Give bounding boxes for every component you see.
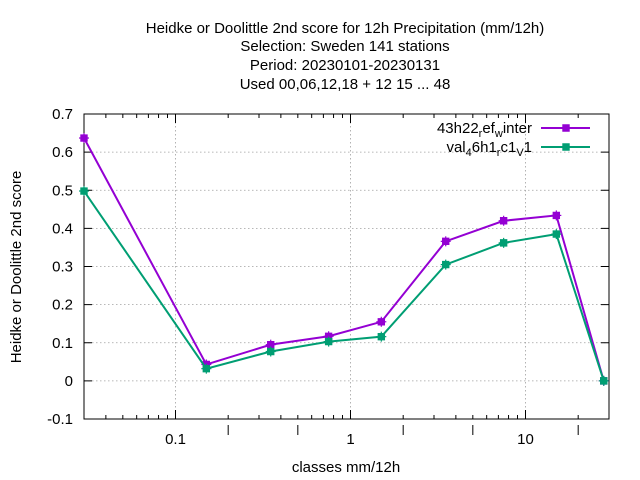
y-axis-label: Heidke or Doolittle 2nd score xyxy=(8,171,25,364)
y-tick-label: -0.1 xyxy=(47,411,73,428)
legend-marker-1 xyxy=(562,124,570,132)
x-tick-label: 1 xyxy=(346,431,354,448)
y-tick-label: 0.4 xyxy=(52,220,73,237)
series-2 xyxy=(79,186,609,386)
y-tick-label: 0.1 xyxy=(52,335,73,352)
y-tick-label: 0 xyxy=(65,373,73,390)
y-tick-label: 0.2 xyxy=(52,297,73,314)
y-tick-label: 0.5 xyxy=(52,182,73,199)
grid xyxy=(84,114,609,419)
x-tick-label: 0.1 xyxy=(165,431,186,448)
x-axis-label: classes mm/12h xyxy=(292,459,400,476)
axis-ticks xyxy=(84,113,609,435)
data-point xyxy=(323,336,334,347)
legend-label-2: val46h1rc1V1 xyxy=(446,139,532,159)
x-tick-labels: 0.1 1 10 xyxy=(165,431,534,448)
data-point xyxy=(79,186,89,197)
y-tick-label: 0.6 xyxy=(52,144,73,161)
data-point xyxy=(598,375,609,386)
title-line-2: Selection: Sweden 141 stations xyxy=(240,38,449,55)
data-point xyxy=(498,215,509,226)
chart-title: Heidke or Doolittle 2nd score for 12h Pr… xyxy=(146,20,545,93)
legend-entry-2: val46h1rc1V1 xyxy=(446,139,590,159)
y-tick-labels: -0.1 0 0.1 0.2 0.3 0.4 0.5 0.6 0.7 xyxy=(47,106,73,428)
plot-frame xyxy=(83,113,610,420)
y-tick-label: 0.3 xyxy=(52,259,73,276)
data-point xyxy=(498,237,509,248)
data-point xyxy=(551,229,562,240)
data-point xyxy=(440,236,451,247)
title-line-4: Used 00,06,12,18 + 12 15 ... 48 xyxy=(240,76,451,93)
legend-label-1: 43h22refwinter xyxy=(437,120,532,140)
title-line-1: Heidke or Doolittle 2nd score for 12h Pr… xyxy=(146,20,545,37)
data-point xyxy=(440,259,451,270)
data-point xyxy=(376,331,387,342)
title-line-3: Period: 20230101-20230131 xyxy=(250,57,440,74)
legend-entry-1: 43h22refwinter xyxy=(437,120,590,140)
legend-marker-2 xyxy=(562,143,570,151)
legend: 43h22refwinter val46h1rc1V1 xyxy=(437,120,590,159)
data-point xyxy=(201,363,212,374)
data-point xyxy=(79,133,89,144)
y-tick-label: 0.7 xyxy=(52,106,73,123)
x-tick-label: 10 xyxy=(517,431,534,448)
series-1 xyxy=(79,133,609,386)
data-point xyxy=(265,346,276,357)
data-point xyxy=(376,316,387,327)
series-layer xyxy=(79,133,609,386)
data-point xyxy=(551,210,562,221)
